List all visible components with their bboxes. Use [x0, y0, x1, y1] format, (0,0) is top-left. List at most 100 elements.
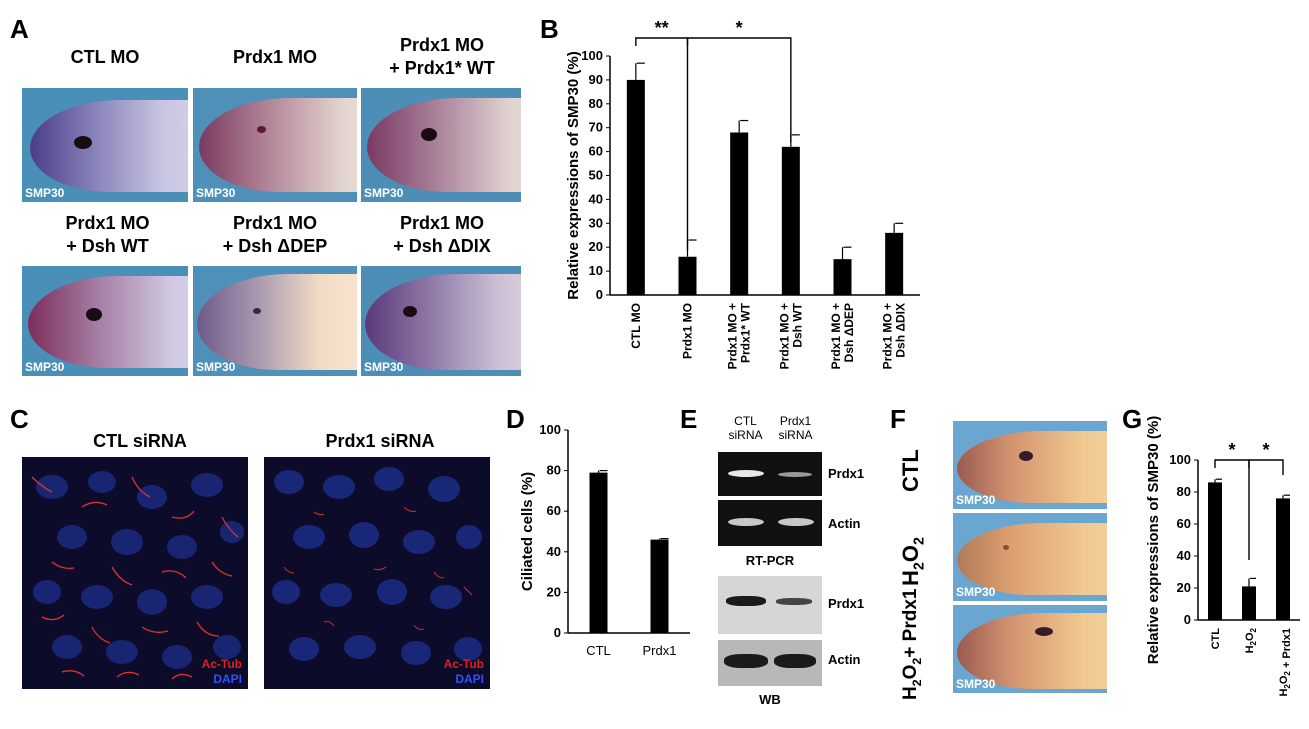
x-tick-label: H2O2 — [1244, 627, 1258, 653]
bar — [650, 539, 669, 633]
a-title-3b: + Prdx1* WT — [389, 58, 495, 78]
y-axis-label: Relative expressions of SMP30 (%) — [1145, 416, 1162, 664]
wb-caption: WB — [759, 692, 781, 707]
y-tick-label: 80 — [589, 96, 603, 111]
ac-tub-label: Ac-Tub — [201, 657, 242, 671]
x-tick-label: CTL — [1210, 628, 1222, 650]
embryo-image-dsh-ddep: SMP30 — [193, 266, 357, 376]
x-tick-label: CTL MO — [629, 303, 643, 349]
e-lane-ctl-l2: siRNA — [728, 428, 763, 442]
panel-label-a: A — [10, 14, 29, 44]
embryo-image-prdx1-wt: SMP30 — [361, 88, 521, 202]
f-embryo-ctl: SMP30 — [953, 421, 1107, 509]
panel-label-b: B — [540, 14, 559, 44]
y-tick-label: 100 — [539, 422, 561, 437]
a-title-2: Prdx1 MO — [232, 47, 318, 67]
panel-label-c: C — [10, 404, 29, 434]
y-tick-label: 90 — [589, 72, 603, 87]
cilia-pattern — [272, 467, 482, 665]
f-row-ctl: CTL — [898, 438, 938, 498]
x-tick-label: Prdx1 MO + — [777, 303, 791, 369]
smp30-tag: SMP30 — [956, 677, 996, 691]
a-title-4a: Prdx1 MO — [65, 213, 150, 233]
embryo-image-ctl-mo: SMP30 — [22, 88, 188, 202]
f-row-h2o2-prdx1-text: H2O2+ Prdx1 — [900, 588, 924, 700]
gel-band — [728, 518, 764, 526]
bar — [781, 146, 800, 295]
bar — [1276, 498, 1290, 620]
smp30-tag: SMP30 — [196, 360, 236, 374]
e-row-actin: Actin — [828, 516, 861, 531]
y-axis-label: Ciliated cells (%) — [519, 472, 536, 591]
y-tick-label: 60 — [1177, 516, 1191, 531]
cilia-image-prdx1: Ac-Tub DAPI — [264, 457, 490, 689]
dapi-label: DAPI — [455, 672, 484, 686]
smp30-tag: SMP30 — [196, 186, 236, 200]
wb-blot-prdx1 — [718, 576, 822, 634]
smp30-tag: SMP30 — [956, 493, 996, 507]
bar — [885, 232, 904, 295]
y-tick-label: 20 — [589, 239, 603, 254]
gel-band — [728, 470, 764, 477]
y-tick-label: 60 — [547, 503, 561, 518]
y-tick-label: 100 — [1169, 452, 1191, 467]
a-title-5a: Prdx1 MO — [232, 213, 318, 233]
y-tick-label: 100 — [581, 48, 603, 63]
embryo-image-prdx1-mo: SMP30 — [193, 88, 357, 202]
significance-bracket — [686, 37, 792, 142]
smp30-tag: SMP30 — [364, 186, 404, 200]
a-title-5b: + Dsh ΔDEP — [222, 236, 328, 256]
ac-tub-label: Ac-Tub — [443, 657, 484, 671]
significance-label: ** — [655, 20, 669, 38]
panel-label-g: G — [1122, 404, 1143, 434]
c-title-ctl: CTL siRNA — [93, 431, 187, 451]
a-title-1: CTL MO — [70, 47, 140, 67]
e-lane-prdx1: Prdx1 siRNA — [768, 414, 823, 442]
wb-band — [726, 596, 766, 606]
f-embryo-h2o2: SMP30 — [953, 513, 1107, 601]
x-tick-label: Prdx1 MO + — [881, 303, 895, 369]
dapi-label: DAPI — [213, 672, 242, 686]
smp30-tag: SMP30 — [25, 360, 65, 374]
gel-band — [778, 518, 814, 526]
significance-bracket — [1214, 459, 1250, 560]
e-wb-row-actin: Actin — [828, 652, 861, 667]
y-tick-label: 70 — [589, 120, 603, 135]
rtpcr-gel-actin — [718, 500, 822, 546]
significance-bracket — [1248, 459, 1284, 475]
x-tick-label: Dsh ΔDIX — [894, 303, 908, 358]
bar — [1208, 482, 1222, 620]
y-tick-label: 30 — [589, 215, 603, 230]
significance-label: * — [1228, 440, 1235, 460]
bar — [678, 256, 697, 295]
e-lane-prdx1-l1: Prdx1 — [779, 414, 812, 428]
y-tick-label: 60 — [589, 144, 603, 159]
smp30-tag: SMP30 — [956, 585, 996, 599]
gel-band — [778, 472, 812, 477]
x-tick-label: Prdx1* WT — [739, 302, 753, 363]
rtpcr-gel-prdx1 — [718, 452, 822, 496]
y-tick-label: 80 — [1177, 484, 1191, 499]
e-lane-ctl-l1: CTL — [734, 414, 757, 428]
y-tick-label: 20 — [1177, 580, 1191, 595]
x-tick-label: Dsh ΔDEP — [842, 303, 856, 362]
f-row-h2o2: H2O2 — [898, 522, 938, 592]
e-lane-prdx1-l2: siRNA — [778, 428, 813, 442]
significance-label: * — [1262, 440, 1269, 460]
c-title-prdx1: Prdx1 siRNA — [325, 431, 435, 451]
y-tick-label: 50 — [589, 168, 603, 183]
a-title-6a: Prdx1 MO — [399, 213, 485, 233]
a-title-6b: + Dsh ΔDIX — [393, 236, 491, 256]
embryo-image-dsh-wt: SMP30 — [22, 266, 188, 376]
f-row-ctl-text: CTL — [898, 449, 923, 492]
a-title-3a: Prdx1 MO — [399, 35, 485, 55]
smp30-tag: SMP30 — [25, 186, 65, 200]
y-tick-label: 40 — [1177, 548, 1191, 563]
chart-g: 0 20 40 60 80 100 Relative expressions of SMP3… — [1145, 416, 1300, 697]
bar — [1242, 586, 1256, 620]
x-tick-label: Prdx1 MO + — [829, 303, 843, 369]
wb-band — [724, 654, 768, 668]
panel-label-d: D — [506, 404, 525, 434]
